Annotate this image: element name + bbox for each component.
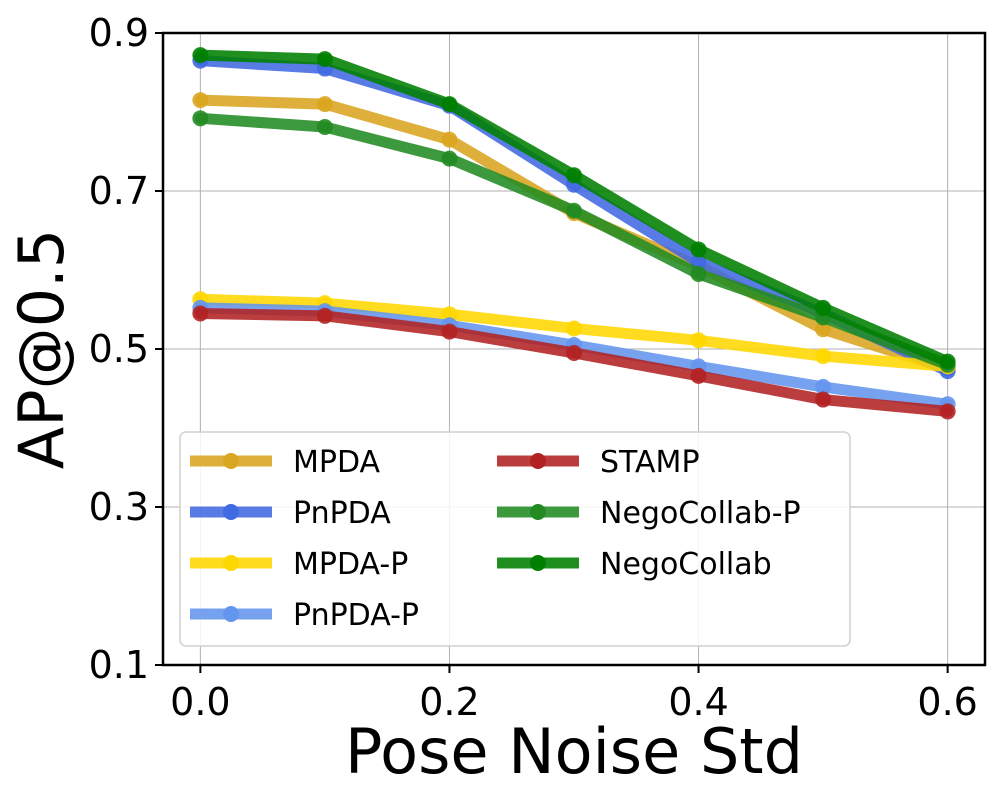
legend-label: PnPDA (293, 496, 391, 531)
legend-item-pnpda-p: PnPDA-P (190, 598, 419, 633)
legend-item-stamp: STAMP (497, 445, 700, 480)
legend-label: MPDA-P (293, 547, 408, 582)
legend-box (179, 431, 851, 647)
data-point-negocollab (316, 51, 333, 68)
legend-label: MPDA (293, 445, 381, 480)
data-point-mpda (441, 131, 458, 148)
data-point-mpda (316, 96, 333, 113)
data-point-mpda (192, 92, 209, 109)
y-tick-label: 0.5 (89, 327, 149, 371)
x-axis-title: Pose Noise Std (345, 715, 803, 788)
data-point-negocollab-p (690, 265, 707, 282)
x-tick-label: 0.4 (668, 680, 728, 724)
legend-swatch-marker (530, 555, 546, 571)
legend-swatch-marker (223, 555, 239, 571)
legend-swatch-marker (530, 453, 546, 469)
legend-item-mpda-p: MPDA-P (190, 547, 408, 582)
data-point-stamp (939, 403, 956, 420)
y-axis-title: AP@0.5 (5, 229, 78, 469)
data-point-stamp (690, 367, 707, 384)
series-negocollab (192, 47, 956, 370)
x-tick-label: 0.2 (419, 680, 479, 724)
legend-item-negocollab: NegoCollab (497, 547, 772, 582)
legend-item-mpda: MPDA (190, 445, 381, 480)
data-point-negocollab-p (192, 110, 209, 127)
data-point-negocollab (939, 353, 956, 370)
series-lines (192, 47, 956, 420)
data-point-mpda-p (815, 348, 832, 365)
axis-ticks: 0.0 0.2 0.4 0.6 0.1 0.3 0.5 0.7 0.9 (89, 11, 978, 724)
legend-swatch-marker (530, 504, 546, 520)
legend-swatch-marker (223, 606, 239, 622)
y-tick-label: 0.9 (89, 11, 149, 55)
data-point-negocollab-p (566, 202, 582, 219)
data-point-negocollab-p (441, 150, 458, 167)
data-point-stamp (441, 323, 458, 340)
x-tick-label: 0.6 (917, 680, 977, 724)
y-tick-label: 0.7 (89, 169, 149, 213)
data-point-negocollab (690, 241, 707, 258)
legend-label: NegoCollab-P (600, 496, 801, 531)
legend-label: NegoCollab (600, 547, 772, 582)
legend-swatch-marker (223, 453, 239, 469)
legend-item-pnpda: PnPDA (190, 496, 391, 531)
series-stamp (192, 305, 956, 420)
data-point-mpda (815, 321, 832, 338)
data-point-mpda-p (441, 306, 458, 323)
legend-label: PnPDA-P (293, 598, 419, 633)
legend-item-negocollab-p: NegoCollab-P (497, 496, 801, 531)
x-tick-label: 0.0 (170, 680, 230, 724)
data-point-pnpda-p (815, 378, 832, 395)
data-point-mpda-p (690, 332, 707, 349)
legend: MPDA PnPDA MPDA-P PnPDA-P STAMP NegoCollab-P N… (179, 431, 851, 647)
data-point-stamp (192, 305, 209, 322)
data-point-negocollab (566, 167, 582, 184)
data-point-stamp (316, 307, 333, 324)
legend-label: STAMP (600, 445, 700, 480)
data-point-negocollab (815, 299, 832, 316)
data-point-stamp (566, 344, 582, 361)
data-point-negocollab (192, 47, 209, 64)
data-point-negocollab-p (316, 119, 333, 136)
data-point-mpda-p (566, 320, 582, 337)
legend-swatch-marker (223, 504, 239, 520)
y-tick-label: 0.3 (89, 485, 149, 529)
y-tick-label: 0.1 (89, 643, 149, 687)
data-point-stamp (815, 391, 832, 408)
data-point-negocollab (441, 96, 458, 113)
